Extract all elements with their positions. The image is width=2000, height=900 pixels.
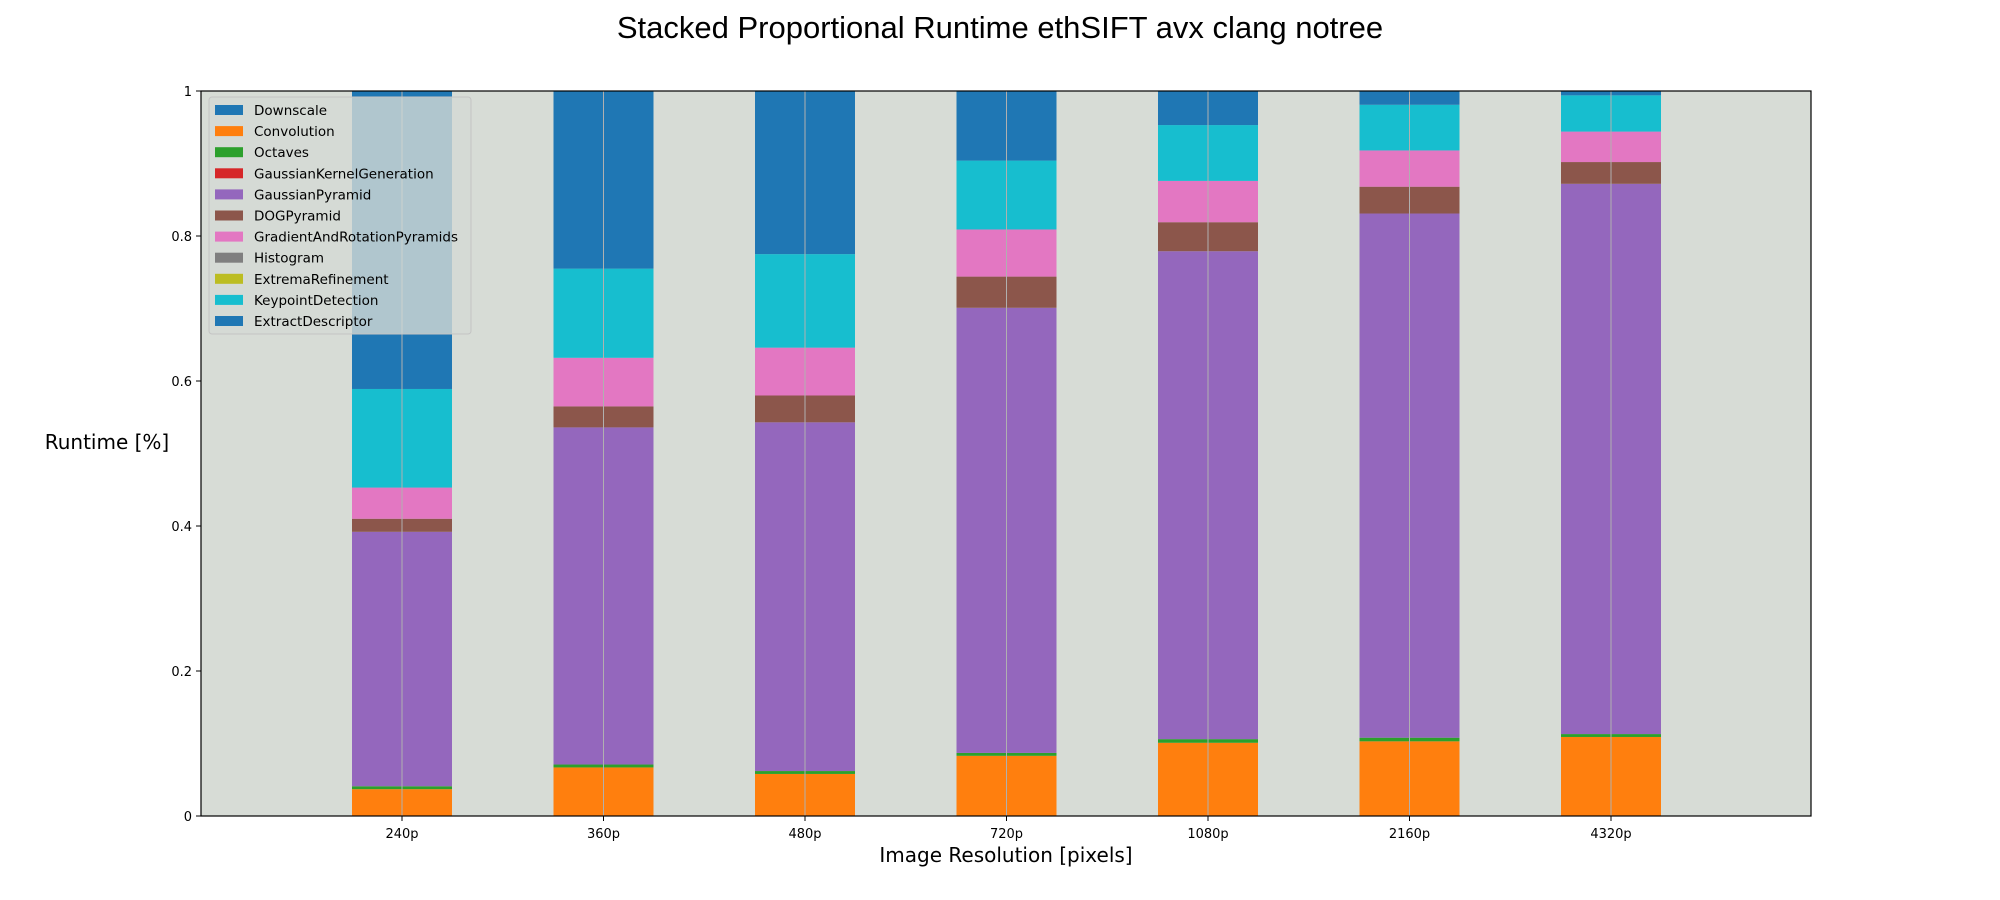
x-tick-label: 1080p	[1187, 827, 1228, 842]
x-tick-label: 480p	[788, 827, 821, 842]
legend-label: Octaves	[254, 145, 309, 161]
legend-label: GradientAndRotationPyramids	[254, 230, 458, 246]
x-tick-label: 720p	[990, 827, 1023, 842]
y-axis-label: Runtime [%]	[45, 430, 170, 454]
legend-swatch	[215, 316, 243, 326]
legend-label: KeypointDetection	[254, 293, 379, 309]
legend-swatch	[215, 273, 243, 284]
legend-swatch	[215, 210, 243, 221]
legend-label: DOGPyramid	[254, 209, 341, 225]
legend-label: Histogram	[254, 251, 324, 267]
legend-swatch	[215, 126, 243, 137]
chart-title: Stacked Proportional Runtime ethSIFT avx…	[616, 10, 1384, 45]
legend: Downscale Convolution Octaves GaussianKerne…	[208, 96, 472, 335]
legend-box	[208, 96, 472, 335]
legend-swatch	[215, 231, 243, 242]
legend-swatch	[215, 147, 243, 158]
legend-label: Convolution	[254, 124, 335, 140]
legend-label: GaussianPyramid	[254, 187, 371, 203]
legend-label: ExtremaRefinement	[254, 272, 389, 288]
y-tick-label: 0.8	[171, 230, 192, 245]
legend-label: ExtractDescriptor	[254, 314, 373, 330]
legend-swatch	[215, 294, 243, 305]
x-tick-label: 2160p	[1389, 827, 1430, 842]
y-tick-label: 0.4	[171, 520, 192, 535]
y-tick-label: 0	[184, 810, 192, 825]
legend-swatch	[215, 189, 243, 200]
legend-label: GaussianKernelGeneration	[254, 166, 434, 182]
legend-label: Downscale	[254, 103, 327, 119]
x-tick-label: 240p	[385, 827, 418, 842]
y-tick-label: 0.2	[171, 665, 192, 680]
y-tick-label: 1	[184, 85, 192, 100]
y-tick-label: 0.6	[171, 375, 192, 390]
legend-swatch	[215, 105, 243, 115]
legend-swatch	[215, 168, 243, 179]
x-tick-label: 4320p	[1590, 827, 1631, 842]
y-axis: 0 0.2 0.4 0.6 0.8 1	[171, 85, 201, 825]
x-axis: 240p 360p 480p 720p 1080p 2160p 4320p	[385, 816, 1632, 842]
legend-swatch	[215, 252, 243, 263]
x-axis-label: Image Resolution [pixels]	[879, 843, 1132, 867]
x-tick-label: 360p	[587, 827, 620, 842]
